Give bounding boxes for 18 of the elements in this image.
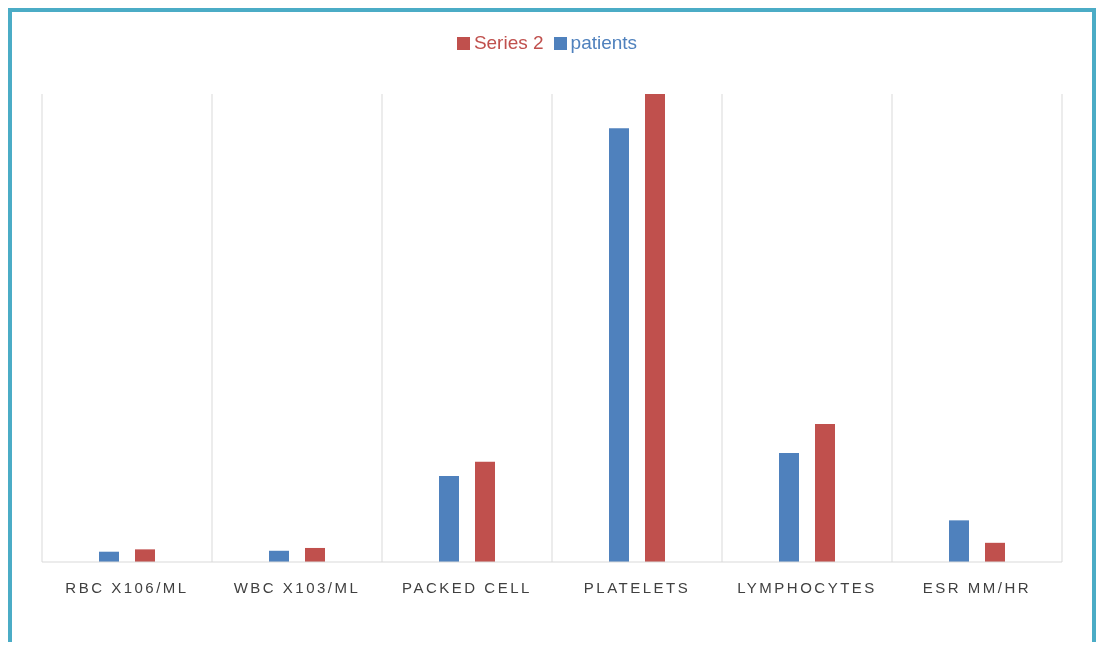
x-tick-label: LYMPHOCYTES xyxy=(737,578,877,596)
legend-label: Series 2 xyxy=(473,32,544,53)
bar xyxy=(815,423,835,562)
bar xyxy=(305,547,325,562)
bar xyxy=(135,549,155,562)
bar xyxy=(475,461,495,562)
bar xyxy=(439,475,459,562)
x-tick-label: PACKED CELL xyxy=(402,578,532,596)
x-tick-label: WBC X103/ML xyxy=(233,578,361,596)
bar xyxy=(609,128,629,562)
x-tick-label: PLATELETS xyxy=(583,578,691,596)
bar xyxy=(779,452,799,562)
legend-label: patients xyxy=(570,32,638,53)
x-tick-label: ESR MM/HR xyxy=(922,578,1032,596)
x-tick-label: RBC X106/ML xyxy=(65,578,189,596)
bar xyxy=(645,94,665,562)
bar xyxy=(949,520,969,562)
bar xyxy=(985,542,1005,562)
